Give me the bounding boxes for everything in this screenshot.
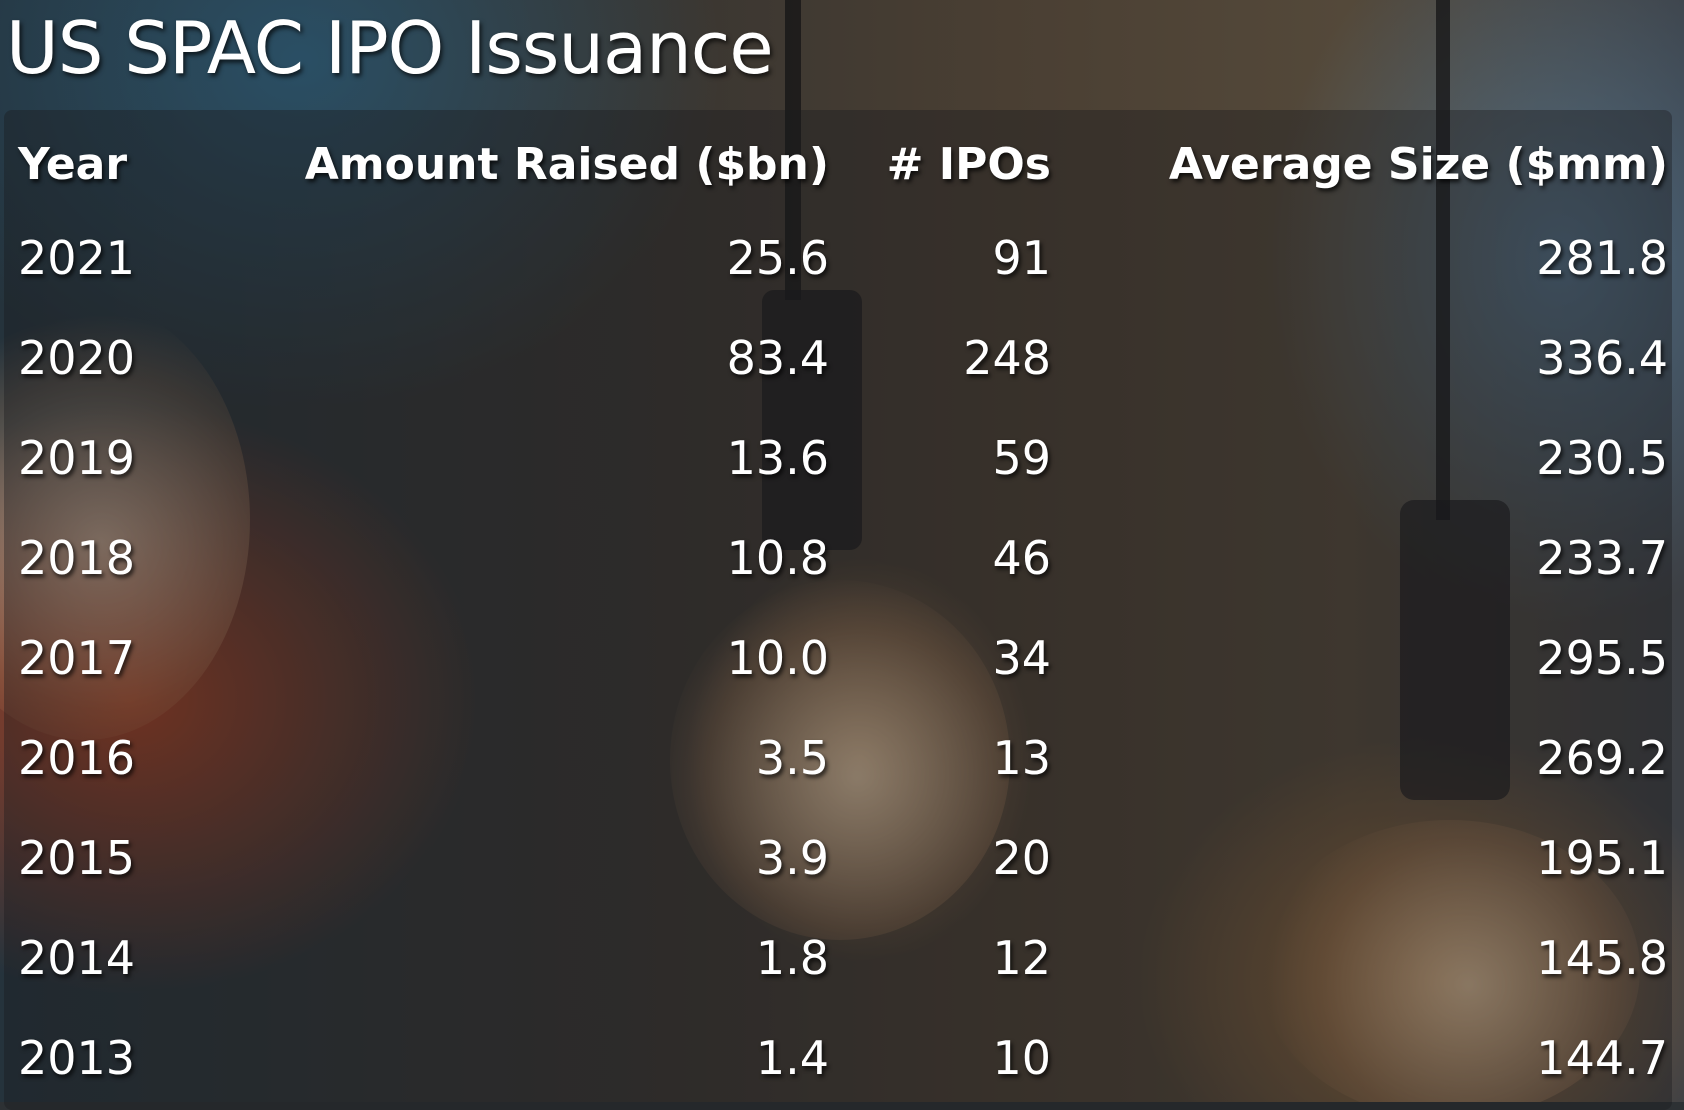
table-row: 2021 25.6 91 281.8 [4, 208, 1668, 308]
average-size-cell: 145.8 [1536, 931, 1668, 985]
average-size-cell: 144.7 [1536, 1031, 1668, 1085]
year-cell: 2013 [18, 1031, 136, 1085]
ipo-count-cell: 91 [992, 231, 1051, 285]
cord-middle [785, 0, 801, 300]
average-size-cell: 230.5 [1536, 431, 1668, 485]
ipo-count-cell: 59 [992, 431, 1051, 485]
column-header-amount-raised: Amount Raised ($bn) [304, 138, 829, 190]
average-size-cell: 233.7 [1536, 531, 1668, 585]
amount-raised-cell: 10.0 [726, 631, 829, 685]
table-row: 2016 3.5 13 269.2 [4, 708, 1668, 808]
cord-right [1436, 0, 1450, 520]
page-title: US SPAC IPO Issuance [6, 6, 774, 90]
ipo-count-cell: 34 [992, 631, 1051, 685]
amount-raised-cell: 3.9 [755, 831, 829, 885]
socket-middle [762, 290, 862, 550]
average-size-cell: 195.1 [1536, 831, 1668, 885]
ipo-count-cell: 13 [992, 731, 1051, 785]
ipo-count-cell: 20 [992, 831, 1051, 885]
ipo-count-cell: 10 [992, 1031, 1051, 1085]
average-size-cell: 269.2 [1536, 731, 1668, 785]
amount-raised-cell: 3.5 [755, 731, 829, 785]
amount-raised-cell: 1.4 [755, 1031, 829, 1085]
table-row: 2019 13.6 59 230.5 [4, 408, 1668, 508]
column-header-average-size: Average Size ($mm) [1168, 138, 1668, 190]
column-header-year: Year [18, 138, 128, 190]
ipo-count-cell: 248 [963, 331, 1051, 385]
year-cell: 2020 [18, 331, 136, 385]
table-row: 2018 10.8 46 233.7 [4, 508, 1668, 608]
table-row: 2013 1.4 10 144.7 [4, 1008, 1668, 1108]
light-bulb-right [1260, 820, 1640, 1102]
amount-raised-cell: 83.4 [726, 331, 829, 385]
light-bulb-middle [670, 580, 1010, 940]
spac-ipo-table: Year Amount Raised ($bn) # IPOs Average … [4, 120, 1668, 1108]
amount-raised-cell: 25.6 [726, 231, 829, 285]
year-cell: 2019 [18, 431, 136, 485]
column-header-ipo-count: # IPOs [886, 138, 1051, 190]
amount-raised-cell: 1.8 [755, 931, 829, 985]
table-panel [4, 110, 1672, 1110]
table-row: 2017 10.0 34 295.5 [4, 608, 1668, 708]
ipo-count-cell: 46 [992, 531, 1051, 585]
table-row: 2020 83.4 248 336.4 [4, 308, 1668, 408]
table-row: 2014 1.8 12 145.8 [4, 908, 1668, 1008]
year-cell: 2015 [18, 831, 136, 885]
socket-right [1400, 500, 1510, 800]
average-size-cell: 295.5 [1536, 631, 1668, 685]
header-row: Year Amount Raised ($bn) # IPOs Average … [4, 120, 1668, 208]
table-header: Year Amount Raised ($bn) # IPOs Average … [4, 120, 1668, 208]
average-size-cell: 336.4 [1536, 331, 1668, 385]
year-cell: 2021 [18, 231, 136, 285]
table-row: 2015 3.9 20 195.1 [4, 808, 1668, 908]
year-cell: 2014 [18, 931, 136, 985]
year-cell: 2017 [18, 631, 136, 685]
amount-raised-cell: 10.8 [726, 531, 829, 585]
table-body: 2021 25.6 91 281.8 2020 83.4 248 336.4 2… [4, 208, 1668, 1108]
year-cell: 2016 [18, 731, 136, 785]
average-size-cell: 281.8 [1536, 231, 1668, 285]
amount-raised-cell: 13.6 [726, 431, 829, 485]
ipo-count-cell: 12 [992, 931, 1051, 985]
year-cell: 2018 [18, 531, 136, 585]
